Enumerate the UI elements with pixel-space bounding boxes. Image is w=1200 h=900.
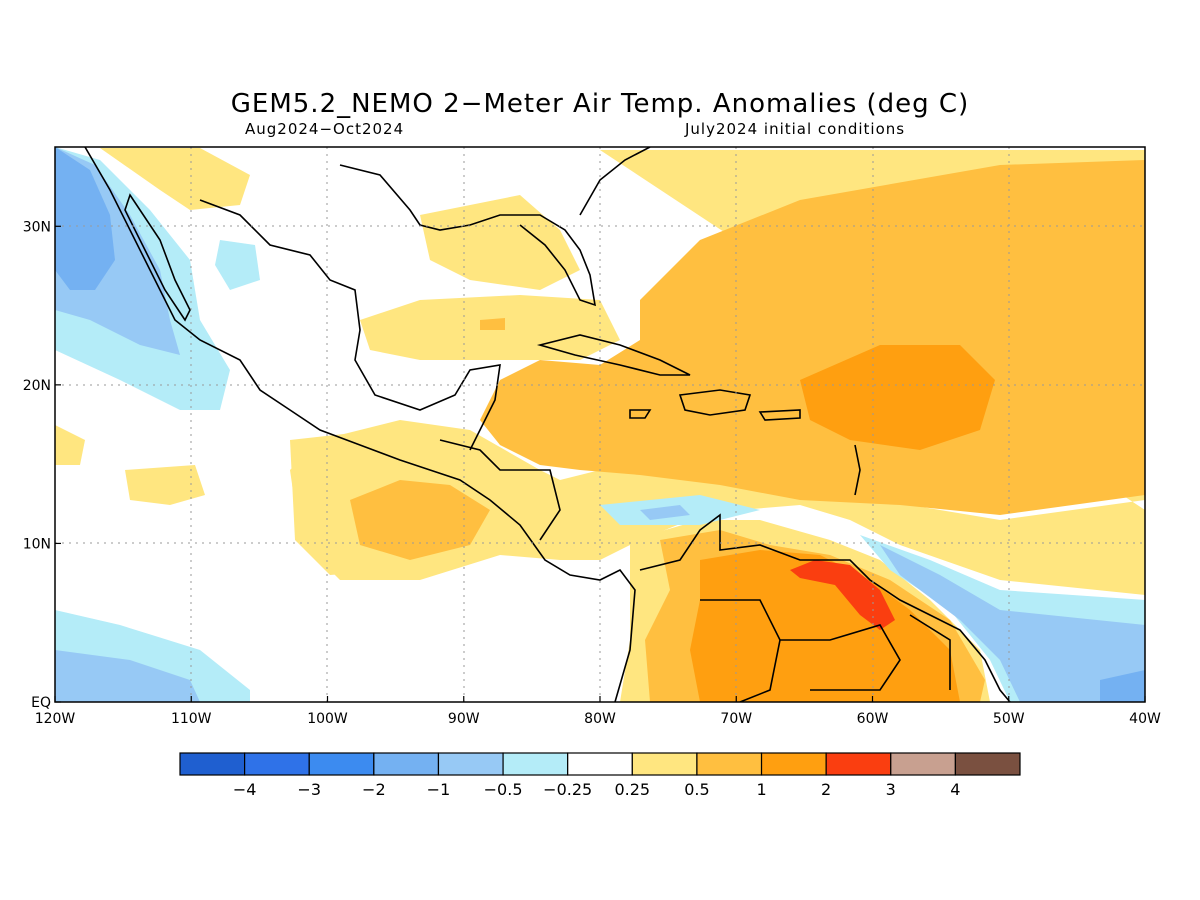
colorbar-label: −2 xyxy=(362,780,386,799)
x-tick-label: 70W xyxy=(720,711,752,727)
map-plot-area xyxy=(55,147,1145,702)
x-tick-label: 60W xyxy=(857,711,889,727)
x-tick-label: 100W xyxy=(307,711,348,727)
colorbar-swatch xyxy=(631,752,698,776)
anomaly-field-1-2 xyxy=(690,345,995,702)
anomaly-field-2-3 xyxy=(790,560,895,630)
colorbar-label: −0.25 xyxy=(543,780,592,799)
colorbar: −4 −3 −2 −1 −0.5 −0.25 0.25 0.5 1 2 3 4 xyxy=(179,752,1021,799)
y-tick-label: 30N xyxy=(23,219,51,235)
latitude-axis: EQ 10N 20N 30N xyxy=(23,219,61,711)
colorbar-swatch xyxy=(308,752,375,776)
colorbar-swatch xyxy=(437,752,504,776)
x-tick-label: 110W xyxy=(171,711,212,727)
map-title: GEM5.2_NEMO 2−Meter Air Temp. Anomalies … xyxy=(231,89,969,119)
colorbar-swatch xyxy=(890,752,956,776)
colorbar-label: −0.5 xyxy=(484,780,523,799)
x-tick-label: 40W xyxy=(1129,711,1161,727)
colorbar-swatch xyxy=(244,752,310,776)
x-tick-label: 80W xyxy=(584,711,616,727)
colorbar-label: −1 xyxy=(427,780,451,799)
colorbar-label: 4 xyxy=(950,780,960,799)
x-tick-label: 90W xyxy=(448,711,480,727)
map-subtitle-period: Aug2024−Oct2024 xyxy=(245,120,404,138)
colorbar-swatch xyxy=(825,752,892,776)
colorbar-label: −4 xyxy=(233,780,257,799)
colorbar-swatch xyxy=(760,752,827,776)
colorbar-label: 1 xyxy=(756,780,766,799)
y-tick-label: EQ xyxy=(31,695,51,711)
colorbar-swatch xyxy=(567,752,633,776)
y-tick-label: 10N xyxy=(23,536,51,552)
colorbar-swatch xyxy=(696,752,763,776)
colorbar-label: 0.5 xyxy=(684,780,709,799)
colorbar-label: 0.25 xyxy=(614,780,650,799)
map-subtitle-initial-conditions: July2024 initial conditions xyxy=(684,120,905,138)
colorbar-label: 3 xyxy=(886,780,896,799)
graticule xyxy=(55,147,1145,702)
y-tick-label: 20N xyxy=(23,378,51,394)
coastlines xyxy=(84,147,1011,702)
colorbar-label: 2 xyxy=(821,780,831,799)
colorbar-label: −3 xyxy=(297,780,321,799)
colorbar-swatch xyxy=(373,752,440,776)
x-tick-label: 50W xyxy=(993,711,1025,727)
x-tick-label: 120W xyxy=(35,711,76,727)
colorbar-swatch xyxy=(179,752,246,776)
longitude-axis: 120W 110W 100W 90W 80W 70W 60W 50W 40W xyxy=(35,696,1161,727)
colorbar-swatch xyxy=(954,752,1021,776)
anomaly-field-negative xyxy=(55,147,1145,702)
colorbar-swatch xyxy=(502,752,569,776)
